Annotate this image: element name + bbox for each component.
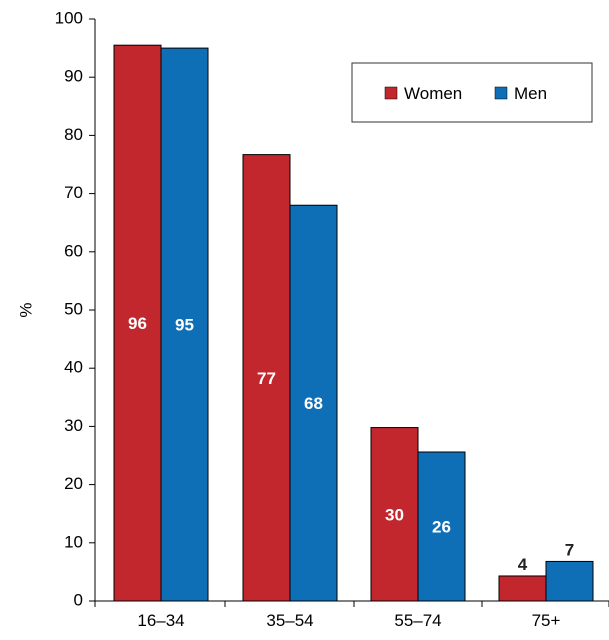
bar-value-label: 30	[385, 505, 404, 524]
bar-women-0	[113, 44, 162, 602]
bars-group	[113, 44, 594, 602]
x-tick-label: 75+	[532, 611, 561, 630]
x-tick-label: 55–74	[394, 611, 441, 630]
y-tick-label: 50	[64, 299, 83, 318]
y-tick-label: 20	[64, 474, 83, 493]
bar-women-2	[370, 427, 419, 602]
legend-label-men: Men	[514, 84, 547, 103]
y-tick-label: 30	[64, 416, 83, 435]
y-tick-label: 70	[64, 183, 83, 202]
bar-men-3	[545, 560, 594, 602]
y-tick-label: 90	[64, 67, 83, 86]
bar-labels-group: 96 95 77 68 30 26 4 7	[128, 314, 574, 574]
y-tick-label: 0	[74, 590, 83, 609]
bar-men-2	[417, 451, 466, 602]
legend-swatch-women	[384, 86, 398, 100]
bar-value-label: 96	[128, 314, 147, 333]
bar-value-label: 95	[175, 316, 194, 335]
legend-swatch-men	[494, 86, 508, 100]
bar-men-0	[160, 47, 209, 602]
bar-value-label: 77	[257, 369, 276, 388]
x-tick-label: 35–54	[266, 611, 313, 630]
y-tick-label: 10	[64, 532, 83, 551]
bar-value-label: 4	[518, 555, 528, 574]
bar-women-3	[498, 575, 547, 602]
legend: Women Men	[351, 62, 593, 123]
y-ticks-group: 0 10 20 30 40 50 60 70 80 90 100	[55, 8, 95, 609]
bar-value-label: 7	[565, 540, 574, 559]
y-tick-label: 40	[64, 358, 83, 377]
legend-label-women: Women	[404, 84, 462, 103]
y-tick-label: 100	[55, 8, 83, 27]
bar-value-label: 26	[432, 518, 451, 537]
x-tick-label: 16–34	[137, 611, 184, 630]
y-tick-label: 60	[64, 241, 83, 260]
bar-value-label: 68	[304, 394, 323, 413]
y-axis-title: %	[16, 302, 35, 317]
bar-men-1	[289, 204, 338, 602]
y-tick-label: 80	[64, 125, 83, 144]
x-ticks-group: 16–34 35–54 55–74 75+	[94, 601, 609, 630]
bar-women-1	[242, 154, 291, 602]
